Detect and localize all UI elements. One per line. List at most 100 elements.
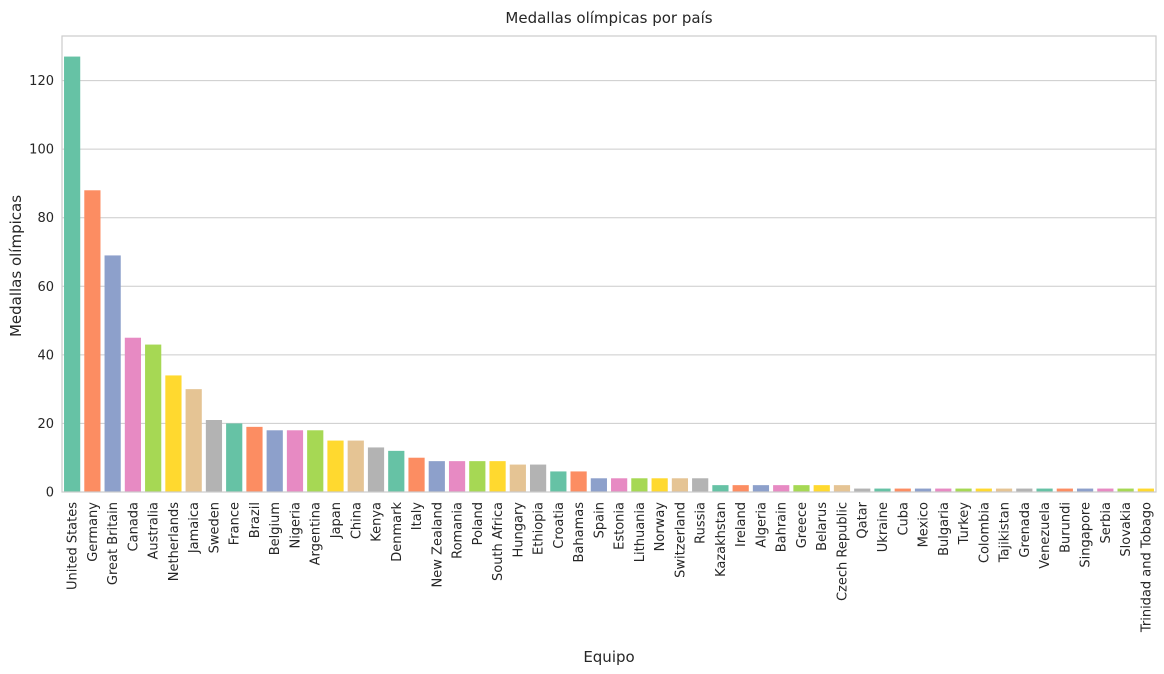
bar xyxy=(104,255,121,492)
x-tick-label: Spain xyxy=(592,502,607,538)
y-tick-label: 0 xyxy=(46,486,54,501)
bar xyxy=(773,485,790,492)
y-tick-label: 100 xyxy=(29,143,54,158)
x-tick-label: Colombia xyxy=(977,502,992,563)
bar xyxy=(955,488,972,492)
x-tick-label: Russia xyxy=(694,502,709,544)
bar xyxy=(1076,488,1094,492)
x-tick-label: Serbia xyxy=(1099,502,1114,543)
bar xyxy=(570,471,587,492)
bar xyxy=(975,488,992,492)
x-tick-label: Grenada xyxy=(1018,502,1033,558)
bar xyxy=(995,488,1013,492)
x-tick-label: Denmark xyxy=(390,502,405,562)
bar xyxy=(752,485,770,492)
x-tick-label: Venezuela xyxy=(1038,502,1053,569)
bar xyxy=(489,461,506,492)
y-tick-label: 80 xyxy=(37,211,54,226)
bar xyxy=(448,461,466,492)
x-tick-label: Ethiopia xyxy=(532,502,547,555)
x-tick-label: Kenya xyxy=(370,502,385,542)
x-tick-label: Trinidad and Tobago xyxy=(1139,502,1154,633)
bar xyxy=(124,337,142,492)
x-tick-label: Slovakia xyxy=(1119,502,1134,557)
bar xyxy=(874,488,891,492)
bar xyxy=(1016,488,1033,492)
x-tick-label: Croatia xyxy=(552,502,567,549)
x-tick-label: Czech Republic xyxy=(835,502,850,601)
bar xyxy=(1097,488,1114,492)
x-tick-label: France xyxy=(228,502,243,545)
x-tick-label: Turkey xyxy=(957,502,972,546)
bar xyxy=(246,426,263,492)
y-tick-label: 20 xyxy=(37,417,54,432)
bar xyxy=(1117,488,1134,492)
bar xyxy=(732,485,749,492)
x-tick-label: United States xyxy=(66,502,81,590)
x-tick-label: Japan xyxy=(329,502,344,539)
bar xyxy=(611,478,628,492)
x-tick-label: Algeria xyxy=(754,502,769,548)
bar xyxy=(205,420,223,492)
x-tick-label: Burundi xyxy=(1058,502,1073,553)
bar xyxy=(327,440,344,492)
x-tick-label: Singapore xyxy=(1079,502,1094,568)
bar xyxy=(793,485,810,492)
x-tick-label: Ireland xyxy=(734,502,749,547)
x-tick-label: Cuba xyxy=(896,502,911,536)
x-axis-title: Equipo xyxy=(583,648,634,666)
bar xyxy=(307,430,324,492)
bar xyxy=(347,440,364,492)
x-tick-label: Jamaica xyxy=(187,502,202,554)
x-tick-label: Brazil xyxy=(248,502,263,538)
x-tick-label: Qatar xyxy=(856,501,871,538)
x-tick-label: New Zealand xyxy=(430,502,445,587)
x-tick-label: Great Britain xyxy=(106,502,121,585)
x-tick-label: Belgium xyxy=(268,502,283,555)
bar xyxy=(509,464,526,492)
bar xyxy=(671,478,689,492)
y-tick-label: 60 xyxy=(37,280,54,295)
x-tick-label: Canada xyxy=(126,502,141,551)
x-tick-label: Hungary xyxy=(511,502,526,558)
x-tick-label: Netherlands xyxy=(167,502,182,581)
x-tick-label: China xyxy=(349,502,364,539)
x-tick-label: Belarus xyxy=(815,502,830,551)
x-tick-label: Switzerland xyxy=(673,502,688,578)
bar xyxy=(165,375,182,492)
bar xyxy=(1036,488,1053,492)
bar xyxy=(914,488,932,492)
x-tick-label: Argentina xyxy=(309,502,324,565)
bar xyxy=(935,488,952,492)
bar xyxy=(813,485,830,492)
bar xyxy=(1137,488,1154,492)
bar xyxy=(894,488,911,492)
bar xyxy=(286,430,304,492)
bar xyxy=(833,485,851,492)
bar xyxy=(408,457,425,492)
x-tick-label: Norway xyxy=(653,502,668,552)
x-tick-label: South Africa xyxy=(491,502,506,581)
x-tick-label: Australia xyxy=(147,502,162,560)
bar xyxy=(367,447,385,492)
bar xyxy=(631,478,648,492)
bar xyxy=(145,344,162,492)
bar xyxy=(590,478,607,492)
bar xyxy=(1056,488,1073,492)
bar xyxy=(550,471,567,492)
bar xyxy=(692,478,709,492)
x-tick-label: Estonia xyxy=(613,502,628,550)
bar xyxy=(428,461,445,492)
x-tick-label: Kazakhstan xyxy=(714,502,729,577)
plot-frame xyxy=(61,35,1157,493)
bar xyxy=(651,478,668,492)
x-tick-label: Lithuania xyxy=(633,502,648,562)
bar xyxy=(266,430,283,492)
x-tick-label: Nigeria xyxy=(288,502,303,549)
bar xyxy=(712,485,729,492)
x-tick-label: Romania xyxy=(451,502,466,559)
y-tick-label: 40 xyxy=(37,348,54,363)
x-tick-label: Ukraine xyxy=(876,502,891,552)
bar xyxy=(388,450,405,492)
